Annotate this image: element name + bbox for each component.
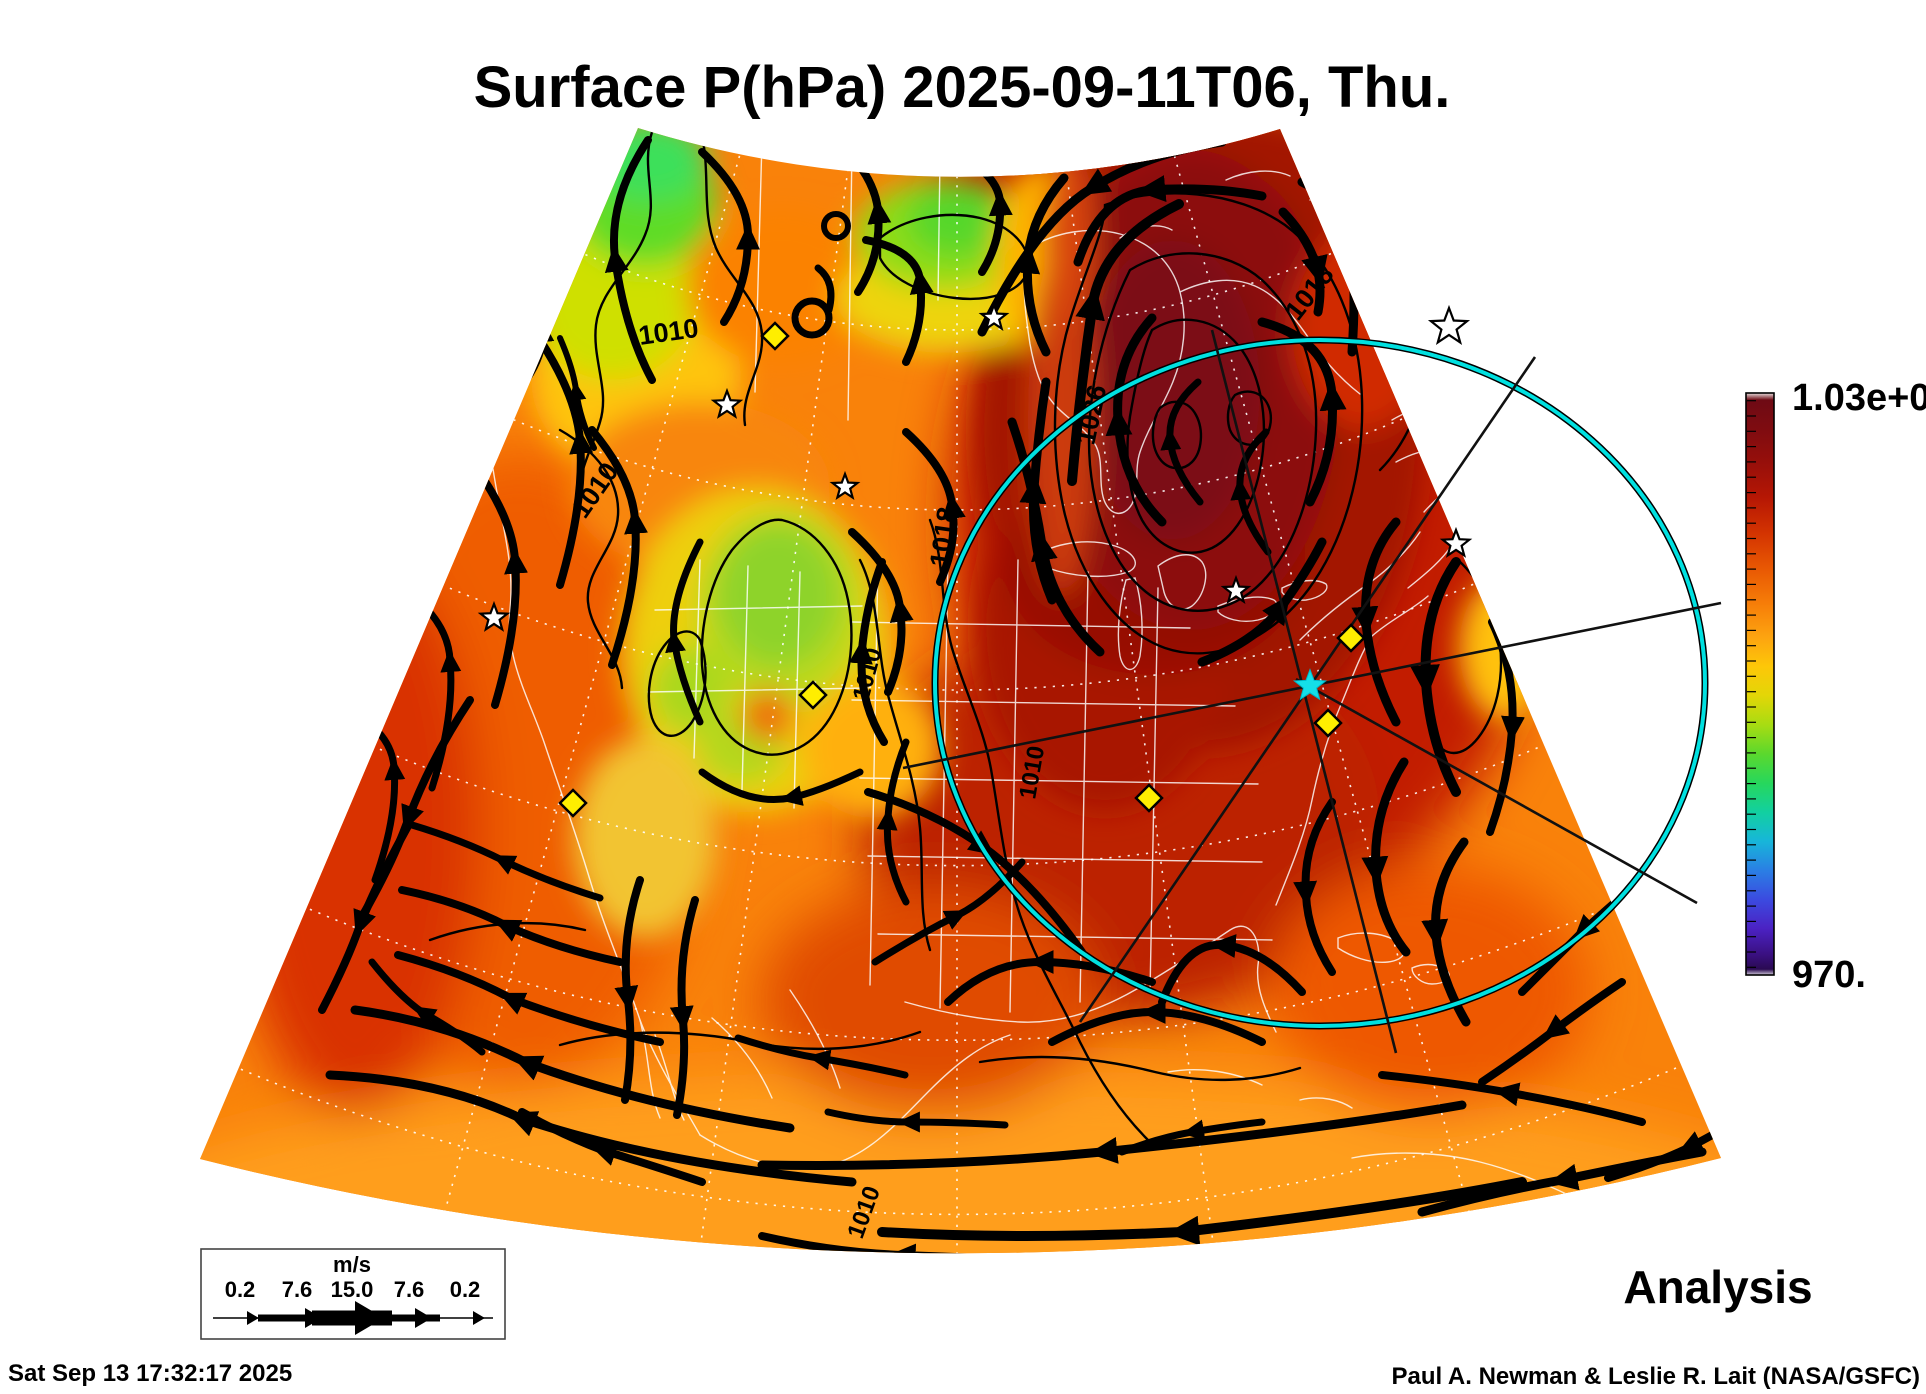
svg-text:1.03e+03: 1.03e+03 [1792,377,1926,419]
svg-text:7.6: 7.6 [282,1277,313,1302]
svg-text:0.2: 0.2 [450,1277,481,1302]
svg-text:15.0: 15.0 [331,1277,374,1302]
svg-text:Paul A. Newman & Leslie R. Lai: Paul A. Newman & Leslie R. Lait (NASA/GS… [1391,1363,1920,1390]
svg-text:970.: 970. [1792,954,1866,996]
svg-text:7.6: 7.6 [394,1277,425,1302]
svg-text:Analysis: Analysis [1623,1261,1812,1313]
svg-text:m/s: m/s [333,1252,371,1277]
svg-text:Surface P(hPa) 2025-09-11T06,: Surface P(hPa) 2025-09-11T06, Thu. [474,55,1451,120]
svg-text:1018: 1018 [398,510,451,577]
svg-text:0.2: 0.2 [225,1277,256,1302]
svg-text:Sat Sep 13 17:32:17 2025: Sat Sep 13 17:32:17 2025 [8,1360,292,1387]
